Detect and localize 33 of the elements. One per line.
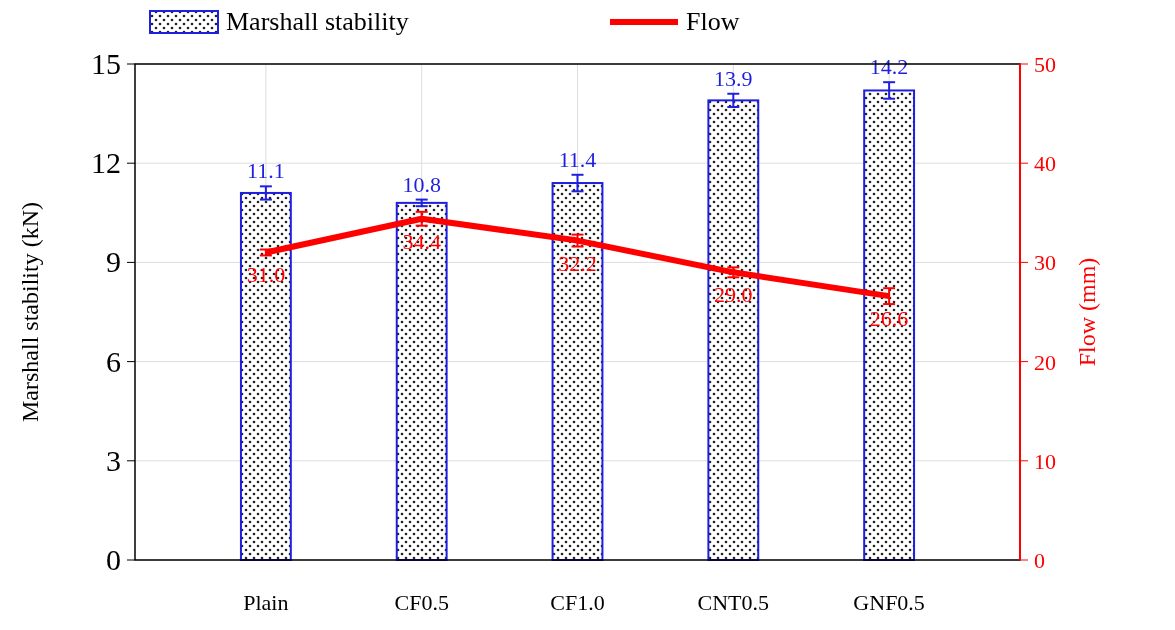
data-label: 10.8 — [402, 171, 441, 197]
y2-axis-title: Flow (mm) — [1074, 257, 1100, 367]
y-tick-label: 12 — [91, 146, 121, 180]
data-label: 11.1 — [247, 158, 285, 184]
y-tick-label: 3 — [106, 443, 121, 477]
legend-label: Marshall stability — [226, 7, 409, 36]
y-tick-label: 9 — [106, 245, 121, 279]
x-tick-label: CF0.5 — [394, 590, 449, 615]
y2-tick-label: 20 — [1034, 349, 1056, 375]
data-label: 34.4 — [402, 228, 441, 254]
bar — [239, 191, 292, 561]
data-label: 13.9 — [714, 65, 753, 91]
bar — [707, 99, 760, 561]
data-label: 11.4 — [558, 146, 597, 172]
y-axis-title: Marshall stability (kN) — [17, 202, 43, 422]
y-tick-label: 15 — [91, 47, 121, 80]
x-tick-label: CF1.0 — [550, 590, 605, 615]
bar — [395, 201, 448, 561]
legend-label: Flow — [686, 7, 740, 36]
data-label: 32.2 — [558, 250, 597, 276]
x-tick-label: Plain — [243, 590, 289, 615]
y2-tick-label: 10 — [1034, 448, 1056, 474]
y2-tick-label: 30 — [1034, 250, 1056, 276]
data-label: 31.0 — [246, 262, 286, 288]
y2-tick-label: 50 — [1034, 52, 1056, 77]
y2-tick-label: 0 — [1034, 548, 1045, 573]
y-tick-label: 6 — [106, 344, 121, 378]
x-tick-label: GNF0.5 — [853, 590, 925, 615]
y2-tick-label: 40 — [1034, 151, 1056, 177]
data-label: 29.0 — [714, 282, 753, 308]
x-tick-label: CNT0.5 — [697, 590, 770, 615]
y-tick-label: 0 — [106, 543, 121, 576]
data-label: 26.6 — [869, 306, 909, 332]
